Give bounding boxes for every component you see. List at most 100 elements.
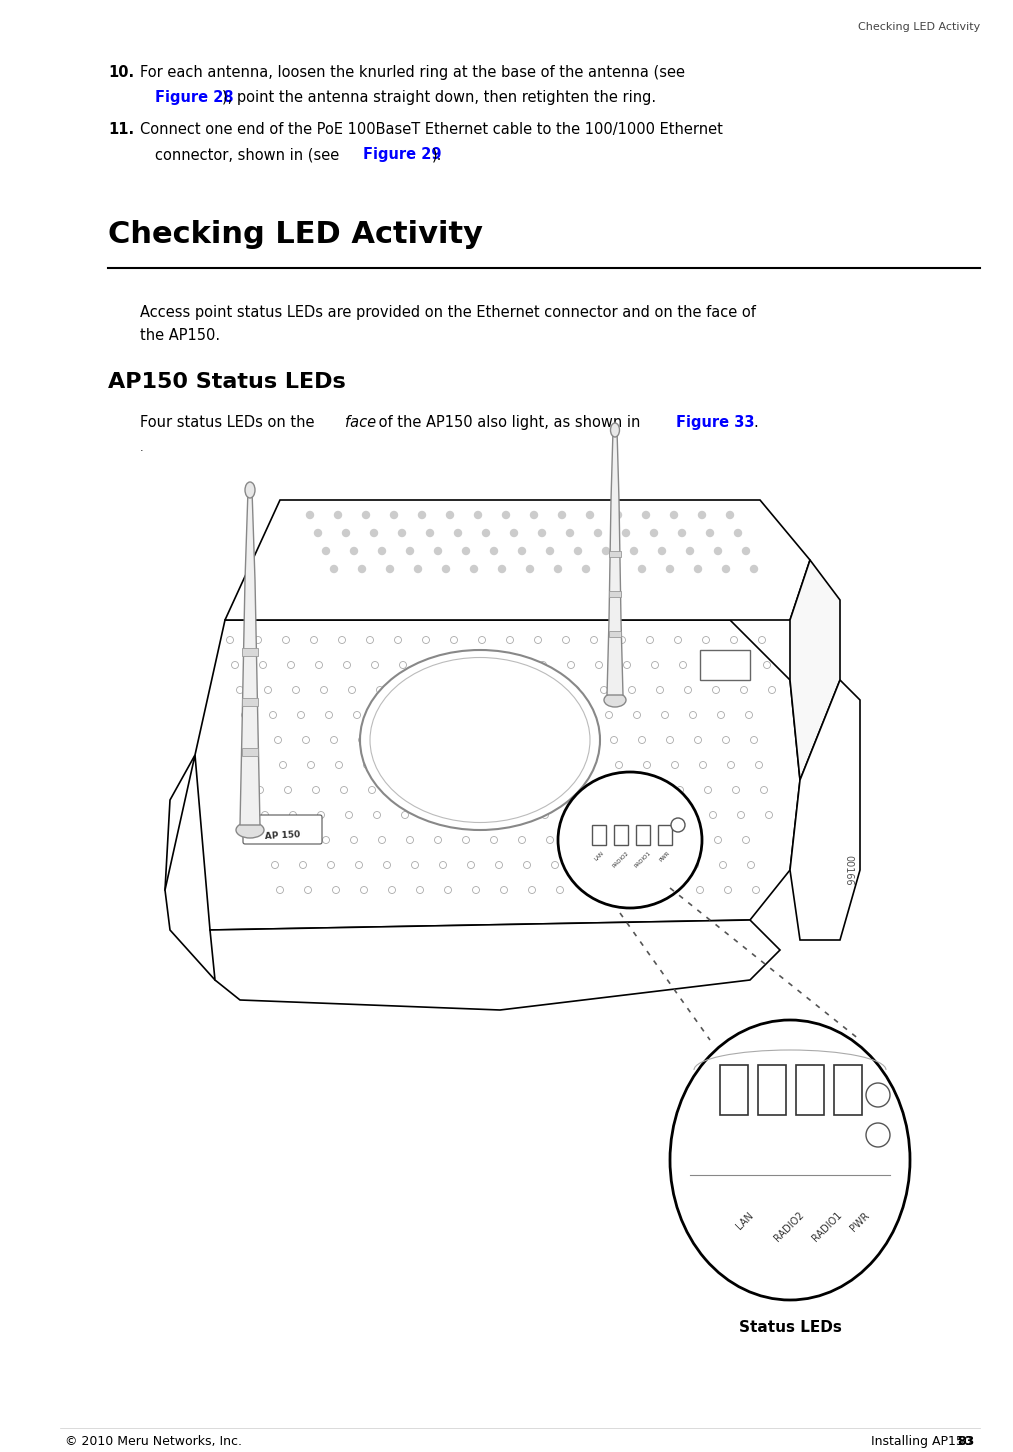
- Bar: [658, 825, 672, 845]
- Polygon shape: [210, 921, 780, 1011]
- Text: AP 150: AP 150: [265, 831, 301, 841]
- Circle shape: [463, 547, 469, 555]
- Bar: [242, 648, 258, 656]
- Text: Figure 33: Figure 33: [676, 415, 755, 430]
- Text: Connect one end of the PoE 100BaseT Ethernet cable to the 100/1000 Ethernet: Connect one end of the PoE 100BaseT Ethe…: [140, 122, 723, 136]
- Circle shape: [490, 547, 497, 555]
- Circle shape: [687, 547, 694, 555]
- Circle shape: [603, 547, 610, 555]
- Text: ), point the antenna straight down, then retighten the ring.: ), point the antenna straight down, then…: [222, 90, 656, 105]
- Ellipse shape: [558, 772, 702, 908]
- Circle shape: [511, 530, 518, 536]
- Circle shape: [574, 547, 581, 555]
- Polygon shape: [607, 430, 623, 696]
- Circle shape: [455, 530, 462, 536]
- Circle shape: [866, 1083, 890, 1106]
- Text: © 2010 Meru Networks, Inc.: © 2010 Meru Networks, Inc.: [65, 1435, 242, 1448]
- Bar: [614, 825, 628, 845]
- Circle shape: [359, 565, 366, 572]
- Bar: [609, 550, 621, 558]
- Circle shape: [435, 547, 442, 555]
- Bar: [592, 825, 606, 845]
- Circle shape: [334, 511, 341, 518]
- Circle shape: [587, 511, 594, 518]
- Circle shape: [470, 565, 477, 572]
- Circle shape: [363, 511, 370, 518]
- Text: 00166: 00166: [843, 855, 853, 886]
- Circle shape: [650, 530, 657, 536]
- Polygon shape: [240, 489, 260, 825]
- Text: ).: ).: [432, 147, 443, 163]
- Polygon shape: [790, 680, 860, 939]
- Bar: [758, 1064, 786, 1115]
- Circle shape: [322, 547, 329, 555]
- Circle shape: [502, 511, 510, 518]
- Text: LAN: LAN: [594, 849, 605, 861]
- Text: Installing AP150: Installing AP150: [871, 1435, 980, 1448]
- Text: RADIO2: RADIO2: [772, 1210, 805, 1243]
- Circle shape: [387, 565, 393, 572]
- Circle shape: [611, 565, 618, 572]
- Circle shape: [582, 565, 590, 572]
- Bar: [700, 650, 750, 680]
- Text: 83: 83: [957, 1435, 975, 1448]
- Circle shape: [695, 565, 701, 572]
- Circle shape: [866, 1122, 890, 1147]
- Bar: [834, 1064, 862, 1115]
- Circle shape: [379, 547, 386, 555]
- Circle shape: [342, 530, 349, 536]
- Circle shape: [566, 530, 573, 536]
- Circle shape: [554, 565, 561, 572]
- Circle shape: [350, 547, 358, 555]
- Bar: [609, 591, 621, 597]
- Bar: [636, 825, 650, 845]
- Text: .: .: [753, 415, 758, 430]
- Circle shape: [498, 565, 505, 572]
- Bar: [720, 1064, 748, 1115]
- Text: RADIO1: RADIO1: [810, 1210, 844, 1243]
- Ellipse shape: [236, 822, 264, 838]
- Circle shape: [615, 511, 622, 518]
- Circle shape: [642, 511, 649, 518]
- Circle shape: [595, 530, 602, 536]
- Circle shape: [706, 530, 713, 536]
- Text: For each antenna, loosen the knurled ring at the base of the antenna (see: For each antenna, loosen the knurled rin…: [140, 65, 685, 80]
- Circle shape: [558, 511, 565, 518]
- Ellipse shape: [611, 423, 620, 437]
- Text: PWR: PWR: [658, 849, 672, 862]
- FancyBboxPatch shape: [243, 815, 322, 844]
- Text: RADIO2: RADIO2: [612, 849, 630, 868]
- Circle shape: [482, 530, 489, 536]
- Text: 11.: 11.: [108, 122, 134, 136]
- Circle shape: [426, 530, 434, 536]
- Circle shape: [531, 511, 538, 518]
- Text: Checking LED Activity: Checking LED Activity: [858, 22, 980, 32]
- Text: Checking LED Activity: Checking LED Activity: [108, 221, 483, 248]
- Circle shape: [658, 547, 666, 555]
- Circle shape: [699, 511, 705, 518]
- Text: 10.: 10.: [108, 65, 134, 80]
- Circle shape: [539, 530, 545, 536]
- Bar: [796, 1064, 824, 1115]
- Circle shape: [671, 511, 678, 518]
- Text: Access point status LEDs are provided on the Ethernet connector and on the face : Access point status LEDs are provided on…: [140, 305, 756, 319]
- Circle shape: [751, 565, 758, 572]
- Circle shape: [671, 817, 685, 832]
- Circle shape: [414, 565, 421, 572]
- Text: .: .: [140, 443, 144, 453]
- Circle shape: [443, 565, 450, 572]
- Circle shape: [307, 511, 313, 518]
- Circle shape: [418, 511, 425, 518]
- Text: Four status LEDs on the: Four status LEDs on the: [140, 415, 319, 430]
- Text: PWR: PWR: [848, 1210, 871, 1233]
- Circle shape: [734, 530, 742, 536]
- Circle shape: [371, 530, 378, 536]
- Circle shape: [390, 511, 397, 518]
- Circle shape: [714, 547, 721, 555]
- Ellipse shape: [604, 693, 626, 707]
- Circle shape: [743, 547, 750, 555]
- Text: LAN: LAN: [734, 1210, 755, 1231]
- Circle shape: [527, 565, 534, 572]
- Ellipse shape: [360, 650, 600, 831]
- Text: of the AP150 also light, as shown in: of the AP150 also light, as shown in: [374, 415, 645, 430]
